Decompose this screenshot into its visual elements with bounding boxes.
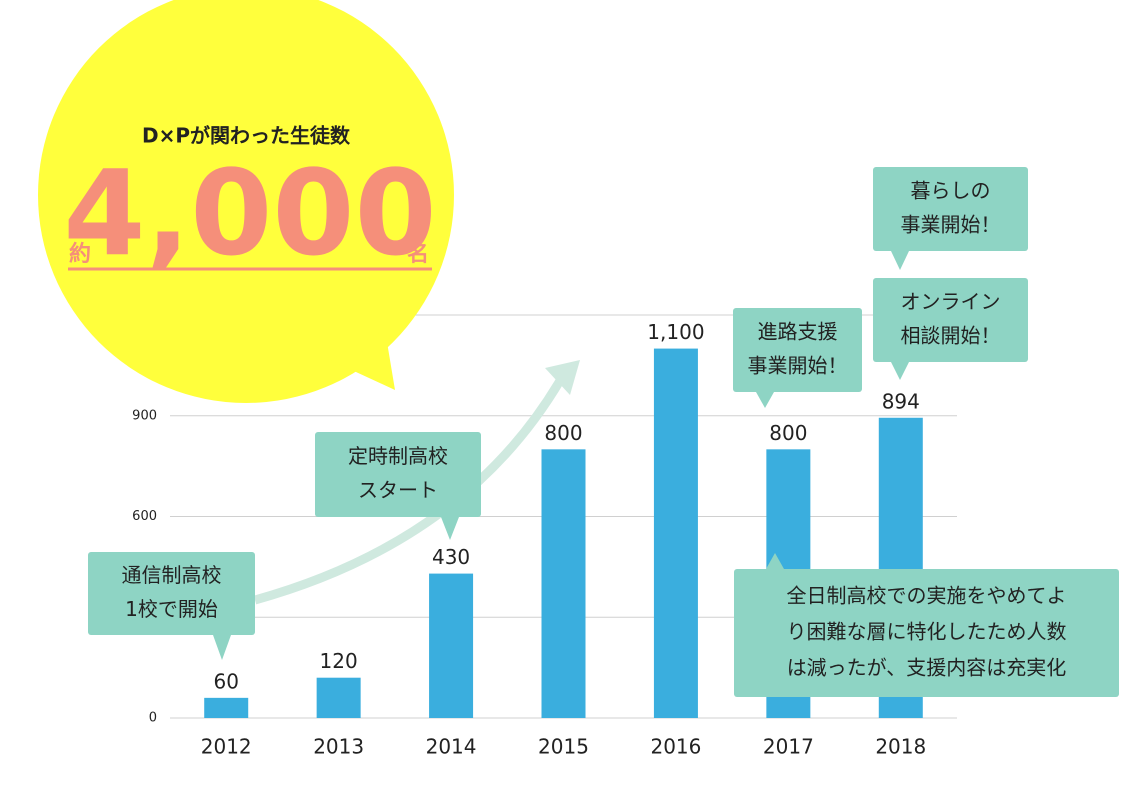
- headline-suffix: 名: [407, 241, 429, 267]
- callout-tail: [213, 635, 231, 660]
- callout-box: [873, 278, 1028, 362]
- headline-bubble-tail: [330, 330, 395, 390]
- value-label: 894: [882, 389, 920, 413]
- callout-text: スタート: [358, 478, 438, 502]
- callout-text: 全日制高校での実施をやめてよ: [787, 584, 1067, 608]
- y-tick-label: 900: [132, 408, 157, 423]
- value-label: 120: [320, 649, 358, 673]
- y-tick-label: 600: [132, 509, 157, 524]
- growth-arrow-head: [545, 360, 580, 395]
- callout-tail: [766, 553, 784, 569]
- x-tick-label: 2013: [313, 735, 364, 759]
- callout-box: [315, 432, 481, 517]
- value-label: 60: [213, 669, 238, 693]
- x-tick-label: 2017: [763, 735, 814, 759]
- headline-title: D×Pが関わった生徒数: [142, 124, 351, 148]
- callout-box: [873, 167, 1028, 251]
- callout-text: 事業開始！: [748, 354, 848, 378]
- callout: 全日制高校での実施をやめてより困難な層に特化したため人数は減ったが、支援内容は充…: [734, 553, 1119, 697]
- headline-prefix: 約: [69, 241, 91, 267]
- value-label: 1,100: [647, 320, 704, 344]
- bar: [316, 677, 361, 718]
- callout-box: [734, 569, 1119, 697]
- value-label: 800: [769, 421, 807, 445]
- x-tick-label: 2015: [538, 735, 589, 759]
- bar: [541, 449, 586, 718]
- callout-text: 定時制高校: [348, 444, 448, 468]
- headline: D×Pが関わった生徒数 4,000 約 名: [38, 0, 454, 403]
- x-tick-label: 2018: [875, 735, 926, 759]
- callout-text: り困難な層に特化したため人数: [787, 620, 1067, 644]
- bar: [429, 573, 474, 718]
- callout-text: オンライン: [901, 290, 1001, 314]
- headline-number: 4,000: [63, 144, 436, 282]
- x-tick-label: 2014: [426, 735, 477, 759]
- bar: [204, 697, 249, 718]
- headline-bubble: [38, 0, 454, 403]
- callout-text: 暮らしの: [911, 179, 991, 203]
- value-label: 800: [544, 421, 582, 445]
- callout-tail: [891, 251, 909, 270]
- y-tick-label: 0: [149, 711, 157, 726]
- value-label: 430: [432, 545, 470, 569]
- x-tick-label: 2012: [201, 735, 252, 759]
- callout: 通信制高校 1校で開始: [88, 552, 255, 660]
- callout-text: 進路支援: [758, 320, 838, 344]
- callout-box: [88, 552, 255, 635]
- x-tick-label: 2016: [650, 735, 701, 759]
- callout-text: は減ったが、支援内容は充実化: [787, 656, 1067, 680]
- callout-tail: [891, 362, 909, 380]
- callout-text: 1校で開始: [125, 597, 218, 621]
- bar: [653, 348, 698, 718]
- callout-text: 事業開始！: [901, 213, 1001, 237]
- callout-box: [733, 308, 862, 392]
- callout-text: 通信制高校: [122, 563, 222, 587]
- callout-text: 相談開始！: [901, 324, 1001, 348]
- callout-tail: [441, 517, 459, 540]
- callout-tail: [756, 392, 774, 408]
